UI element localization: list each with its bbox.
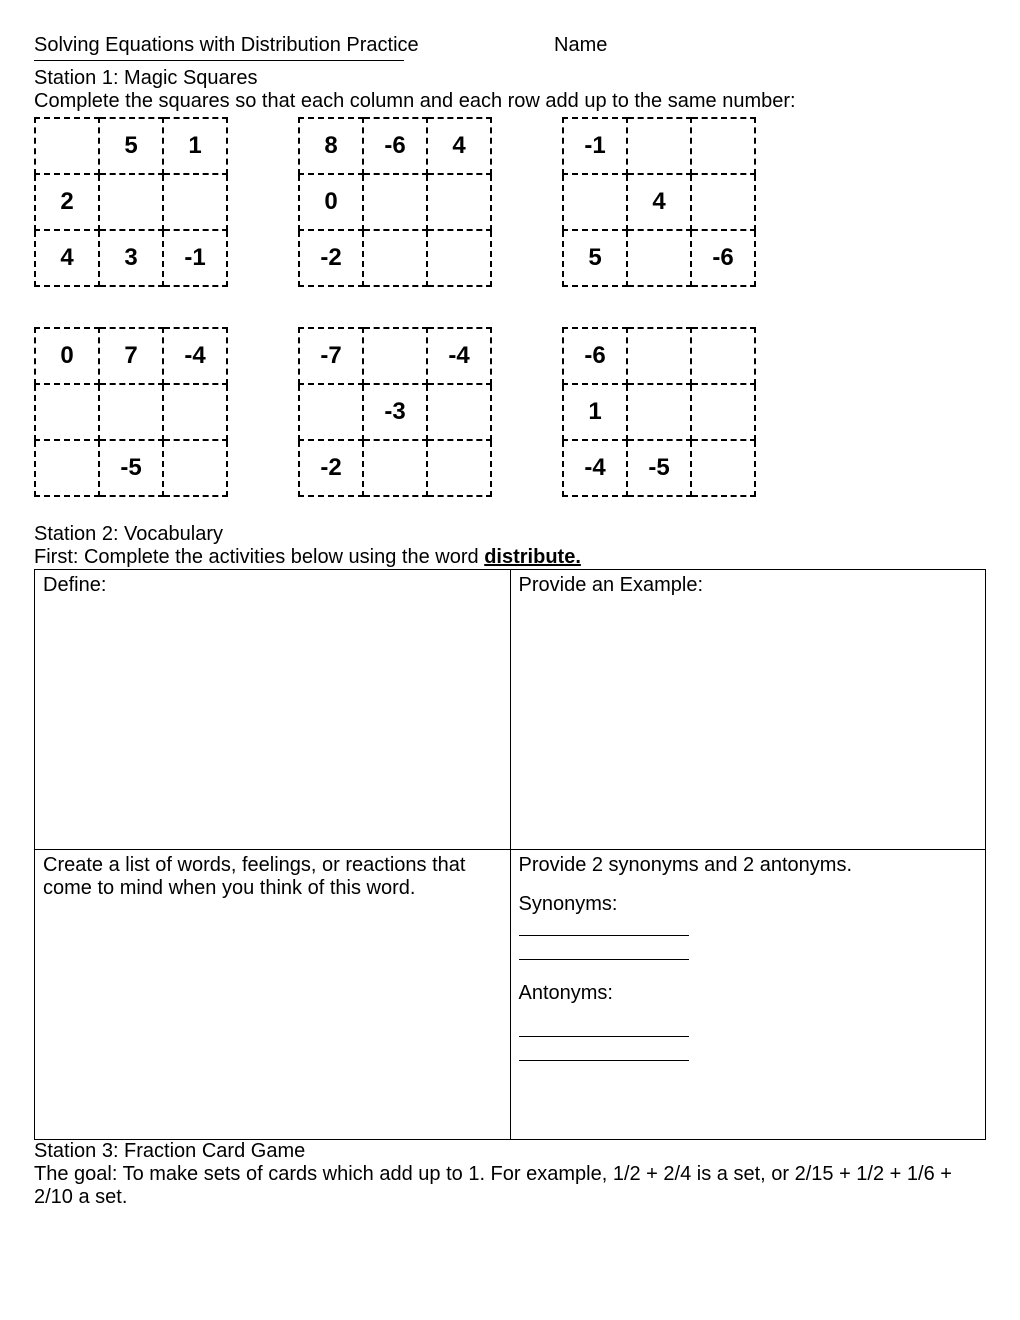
magic-cell[interactable] [163, 440, 227, 496]
magic-cell[interactable] [691, 174, 755, 230]
station2-intro-text: First: Complete the activities below usi… [34, 546, 484, 568]
magic-cell[interactable]: -6 [691, 230, 755, 286]
magic-cell[interactable] [627, 230, 691, 286]
magic-cell[interactable] [427, 174, 491, 230]
magic-cell[interactable]: -4 [427, 328, 491, 384]
magic-square: -1 4 5 -6 [562, 117, 756, 287]
magic-cell[interactable]: 2 [35, 174, 99, 230]
magic-cell[interactable] [627, 118, 691, 174]
blank-line[interactable] [519, 1035, 689, 1037]
magic-square: -6 1 -4-5 [562, 327, 756, 497]
magic-cell[interactable] [99, 174, 163, 230]
magic-cell[interactable]: 4 [627, 174, 691, 230]
name-label: Name [554, 34, 607, 57]
magic-cell[interactable] [691, 384, 755, 440]
magic-cell[interactable]: 1 [163, 118, 227, 174]
vocab-table: Define: Provide an Example: Create a lis… [34, 569, 986, 1140]
magic-cell[interactable]: -3 [363, 384, 427, 440]
vocab-synant-intro: Provide 2 synonyms and 2 antonyms. [519, 854, 978, 877]
magic-cell[interactable]: 4 [35, 230, 99, 286]
magic-cell[interactable] [427, 384, 491, 440]
magic-cell[interactable] [35, 118, 99, 174]
magic-cell[interactable]: 1 [563, 384, 627, 440]
magic-cell[interactable] [363, 174, 427, 230]
magic-cell[interactable]: 8 [299, 118, 363, 174]
magic-cell[interactable]: -1 [163, 230, 227, 286]
station2-keyword: distribute. [484, 546, 581, 568]
station2-heading: Station 2: Vocabulary [34, 523, 986, 546]
vocab-define-cell[interactable]: Define: [35, 570, 511, 850]
magic-square: 8-64 0 -2 [298, 117, 492, 287]
antonyms-label: Antonyms: [519, 982, 978, 1005]
magic-cell[interactable] [363, 440, 427, 496]
magic-cell[interactable]: 0 [35, 328, 99, 384]
magic-cell[interactable] [363, 328, 427, 384]
station2-intro: First: Complete the activities below usi… [34, 546, 986, 569]
magic-cell[interactable]: 5 [563, 230, 627, 286]
magic-cell[interactable] [627, 328, 691, 384]
magic-cell[interactable] [427, 440, 491, 496]
magic-cell[interactable] [35, 384, 99, 440]
vocab-example-cell[interactable]: Provide an Example: [510, 570, 986, 850]
magic-cell[interactable]: -1 [563, 118, 627, 174]
blank-line[interactable] [519, 958, 689, 960]
magic-cell[interactable]: -6 [363, 118, 427, 174]
magic-cell[interactable] [35, 440, 99, 496]
magic-cell[interactable]: 4 [427, 118, 491, 174]
vocab-list-cell[interactable]: Create a list of words, feelings, or rea… [35, 850, 511, 1140]
magic-cell[interactable]: -4 [163, 328, 227, 384]
blank-line[interactable] [519, 1059, 689, 1061]
station3-heading: Station 3: Fraction Card Game [34, 1140, 986, 1163]
magic-square: 51 2 43-1 [34, 117, 228, 287]
magic-cell[interactable] [563, 174, 627, 230]
magic-cell[interactable]: 3 [99, 230, 163, 286]
vocab-list-label: Create a list of words, feelings, or rea… [43, 854, 465, 899]
magic-square: -7 -4 -3 -2 [298, 327, 492, 497]
magic-cell[interactable]: -2 [299, 440, 363, 496]
magic-cell[interactable] [163, 384, 227, 440]
vocab-synant-cell[interactable]: Provide 2 synonyms and 2 antonyms. Synon… [510, 850, 986, 1140]
station1-heading: Station 1: Magic Squares [34, 67, 986, 90]
magic-squares-grid: 51 2 43-1 8-64 0 -2 -1 4 5-6 07-4 -5 -7-… [34, 117, 986, 497]
station3-goal: The goal: To make sets of cards which ad… [34, 1163, 986, 1209]
magic-cell[interactable]: -2 [299, 230, 363, 286]
magic-cell[interactable] [427, 230, 491, 286]
synonyms-label: Synonyms: [519, 893, 978, 916]
magic-cell[interactable]: -7 [299, 328, 363, 384]
magic-cell[interactable]: -5 [99, 440, 163, 496]
magic-cell[interactable]: 7 [99, 328, 163, 384]
magic-cell[interactable] [627, 384, 691, 440]
magic-cell[interactable] [99, 384, 163, 440]
magic-cell[interactable]: 5 [99, 118, 163, 174]
magic-cell[interactable]: 0 [299, 174, 363, 230]
magic-cell[interactable] [299, 384, 363, 440]
magic-cell[interactable]: -4 [563, 440, 627, 496]
magic-cell[interactable] [691, 328, 755, 384]
magic-cell[interactable] [363, 230, 427, 286]
blank-line[interactable] [519, 934, 689, 936]
magic-cell[interactable] [691, 440, 755, 496]
page-title: Solving Equations with Distribution Prac… [34, 34, 554, 57]
vocab-example-label: Provide an Example: [519, 574, 704, 596]
vocab-define-label: Define: [43, 574, 106, 596]
station1-instructions: Complete the squares so that each column… [34, 90, 986, 113]
magic-cell[interactable]: -5 [627, 440, 691, 496]
magic-cell[interactable] [163, 174, 227, 230]
magic-cell[interactable]: -6 [563, 328, 627, 384]
magic-cell[interactable] [691, 118, 755, 174]
magic-square: 07-4 -5 [34, 327, 228, 497]
name-underline [34, 59, 404, 61]
